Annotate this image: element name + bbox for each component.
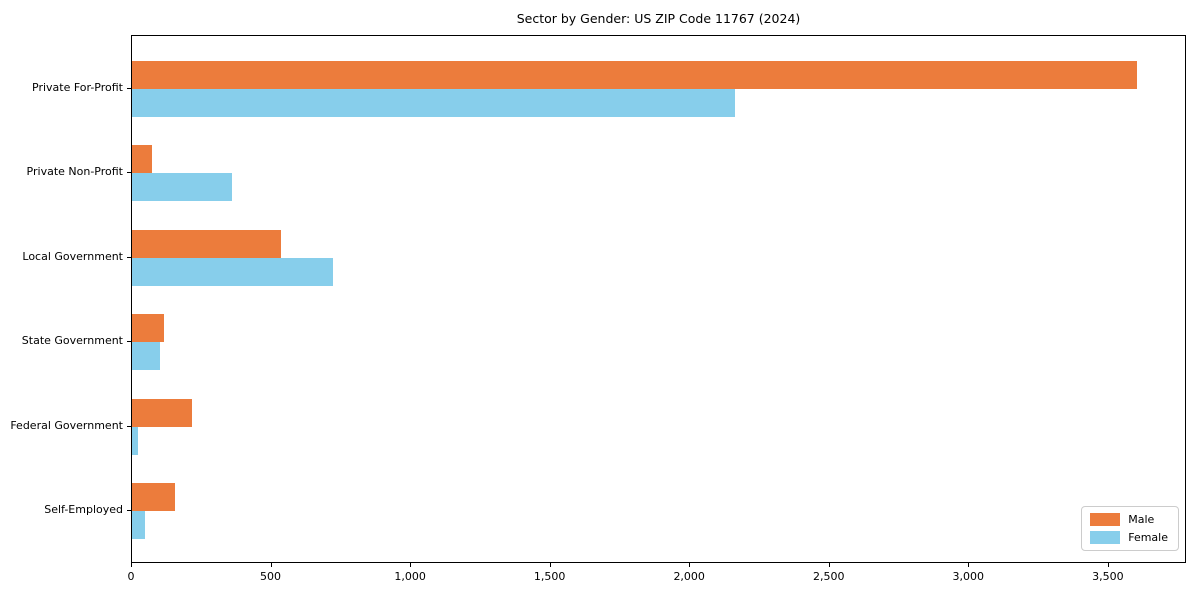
legend-label-female: Female <box>1128 531 1168 544</box>
x-tick-mark <box>549 563 551 567</box>
bar-male-state-government <box>132 314 165 343</box>
y-tick-label-local-government: Local Government <box>22 249 123 263</box>
y-tick-mark <box>127 341 131 343</box>
legend: Male Female <box>1081 506 1179 551</box>
bar-male-private-non-profit <box>132 145 152 174</box>
y-tick-label-self-employed: Self-Employed <box>44 503 123 516</box>
y-tick-mark <box>127 510 131 511</box>
y-tick-mark <box>127 425 131 427</box>
legend-label-male: Male <box>1128 513 1155 526</box>
x-tick-mark <box>131 563 132 567</box>
legend-swatch-female <box>1090 531 1121 544</box>
x-tick-mark <box>410 563 412 567</box>
x-tick-mark <box>1107 563 1109 567</box>
y-tick-label-federal-government: Federal Government <box>10 418 123 432</box>
legend-entry-female: Female <box>1090 531 1168 544</box>
bar-female-state-government <box>132 342 160 371</box>
chart-title: Sector by Gender: US ZIP Code 11767 (202… <box>516 11 801 26</box>
y-tick-label-private-non-profit: Private Non-Profit <box>26 165 123 179</box>
bar-female-local-government <box>132 257 333 286</box>
bar-female-federal-government <box>132 426 139 455</box>
y-tick-label-state-government: State Government <box>21 334 123 348</box>
legend-swatch-male <box>1090 513 1121 526</box>
x-tick-label-1500: 1,500 <box>533 570 566 583</box>
bar-male-private-for-profit <box>132 61 1137 89</box>
bar-female-self-employed <box>132 511 146 539</box>
x-tick-label-3500: 3,500 <box>1092 570 1124 583</box>
y-tick-mark <box>127 256 131 258</box>
x-tick-label-0: 0 <box>127 570 135 583</box>
x-tick-mark <box>270 563 272 567</box>
y-tick-label-private-for-profit: Private For-Profit <box>32 81 123 94</box>
x-tick-label-1000: 1,000 <box>394 570 426 583</box>
y-tick-mark <box>127 172 131 174</box>
x-tick-mark <box>968 563 970 567</box>
bar-male-federal-government <box>132 398 192 427</box>
legend-entry-male: Male <box>1090 513 1168 526</box>
x-tick-label-500: 500 <box>260 570 282 583</box>
x-tick-mark <box>689 563 691 567</box>
x-tick-label-2500: 2,500 <box>813 570 845 583</box>
bar-female-private-for-profit <box>132 89 735 117</box>
plot-area: Male Female <box>131 35 1186 563</box>
bar-male-local-government <box>132 229 282 258</box>
y-tick-mark <box>127 88 131 89</box>
x-tick-label-2000: 2,000 <box>673 570 705 583</box>
x-tick-label-3000: 3,000 <box>952 570 985 583</box>
x-tick-mark <box>828 563 830 567</box>
bar-female-private-non-profit <box>132 173 233 202</box>
bar-male-self-employed <box>132 483 176 511</box>
